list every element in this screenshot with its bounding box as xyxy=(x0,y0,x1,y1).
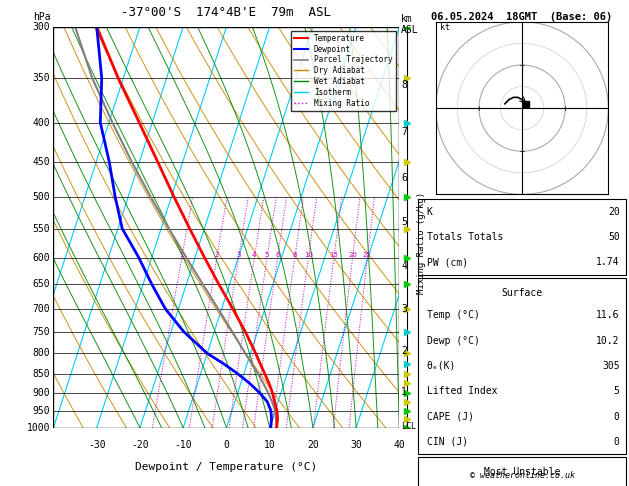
Text: 350: 350 xyxy=(33,73,50,83)
Text: 850: 850 xyxy=(33,368,50,379)
Text: Temp (°C): Temp (°C) xyxy=(426,311,479,320)
Text: 5: 5 xyxy=(401,217,407,227)
Text: 950: 950 xyxy=(33,406,50,416)
Text: ASL: ASL xyxy=(401,25,419,35)
Text: 20: 20 xyxy=(307,440,319,450)
Text: 400: 400 xyxy=(33,118,50,127)
Text: 1000: 1000 xyxy=(27,423,50,433)
Text: kt: kt xyxy=(440,23,450,33)
Bar xyxy=(418,457,626,486)
Text: 550: 550 xyxy=(33,224,50,234)
Bar xyxy=(418,278,626,454)
Text: 305: 305 xyxy=(602,361,620,371)
Text: 6: 6 xyxy=(276,252,280,258)
Text: 500: 500 xyxy=(33,192,50,202)
Text: Dewpoint / Temperature (°C): Dewpoint / Temperature (°C) xyxy=(135,462,318,472)
Text: 7: 7 xyxy=(401,126,407,137)
Text: 800: 800 xyxy=(33,348,50,358)
Text: 750: 750 xyxy=(33,327,50,337)
Text: 20: 20 xyxy=(608,207,620,217)
Text: 3: 3 xyxy=(236,252,241,258)
Text: 6: 6 xyxy=(401,173,407,183)
Text: 40: 40 xyxy=(394,440,405,450)
Text: 3: 3 xyxy=(401,304,407,314)
Text: 50: 50 xyxy=(608,232,620,242)
Text: 30: 30 xyxy=(350,440,362,450)
Text: 300: 300 xyxy=(33,22,50,32)
Text: 600: 600 xyxy=(33,253,50,262)
Text: -10: -10 xyxy=(174,440,192,450)
Text: 0: 0 xyxy=(614,437,620,447)
Text: 1.74: 1.74 xyxy=(596,258,620,267)
Text: 0: 0 xyxy=(223,440,230,450)
Text: 4: 4 xyxy=(252,252,257,258)
Text: Dewp (°C): Dewp (°C) xyxy=(426,336,479,346)
Text: θₑ(K): θₑ(K) xyxy=(426,361,456,371)
Text: hPa: hPa xyxy=(33,12,50,22)
Text: 06.05.2024  18GMT  (Base: 06): 06.05.2024 18GMT (Base: 06) xyxy=(431,12,613,22)
Text: 1: 1 xyxy=(401,387,407,397)
Text: 11.6: 11.6 xyxy=(596,311,620,320)
Text: K: K xyxy=(426,207,433,217)
Text: 15: 15 xyxy=(330,252,338,258)
Text: Most Unstable: Most Unstable xyxy=(484,467,560,477)
Text: 10: 10 xyxy=(264,440,276,450)
Text: 700: 700 xyxy=(33,304,50,314)
Text: 10: 10 xyxy=(304,252,313,258)
Bar xyxy=(418,199,626,275)
Text: 20: 20 xyxy=(348,252,357,258)
Text: 8: 8 xyxy=(401,80,407,89)
Text: 5: 5 xyxy=(265,252,269,258)
Text: LCL: LCL xyxy=(401,421,416,431)
Text: PW (cm): PW (cm) xyxy=(426,258,468,267)
Text: 25: 25 xyxy=(363,252,372,258)
Text: CAPE (J): CAPE (J) xyxy=(426,412,474,421)
Text: -20: -20 xyxy=(131,440,149,450)
Text: 8: 8 xyxy=(292,252,297,258)
Text: Lifted Index: Lifted Index xyxy=(426,386,497,396)
Text: 0: 0 xyxy=(614,412,620,421)
Text: © weatheronline.co.uk: © weatheronline.co.uk xyxy=(470,471,574,480)
Text: -37°00'S  174°4B'E  79m  ASL: -37°00'S 174°4B'E 79m ASL xyxy=(121,6,331,19)
Text: 650: 650 xyxy=(33,279,50,289)
Text: 5: 5 xyxy=(614,386,620,396)
Text: 10.2: 10.2 xyxy=(596,336,620,346)
Text: 900: 900 xyxy=(33,388,50,398)
Text: Mixing Ratio (g/kg): Mixing Ratio (g/kg) xyxy=(417,192,426,294)
Text: CIN (J): CIN (J) xyxy=(426,437,468,447)
Text: km: km xyxy=(401,14,413,24)
Text: Surface: Surface xyxy=(501,288,543,297)
Text: 2: 2 xyxy=(401,347,407,356)
Text: 1: 1 xyxy=(179,252,184,258)
Legend: Temperature, Dewpoint, Parcel Trajectory, Dry Adiabat, Wet Adiabat, Isotherm, Mi: Temperature, Dewpoint, Parcel Trajectory… xyxy=(291,31,396,111)
Text: 450: 450 xyxy=(33,157,50,167)
Text: 4: 4 xyxy=(401,261,407,271)
Text: -30: -30 xyxy=(88,440,106,450)
Text: Totals Totals: Totals Totals xyxy=(426,232,503,242)
Text: 2: 2 xyxy=(214,252,219,258)
